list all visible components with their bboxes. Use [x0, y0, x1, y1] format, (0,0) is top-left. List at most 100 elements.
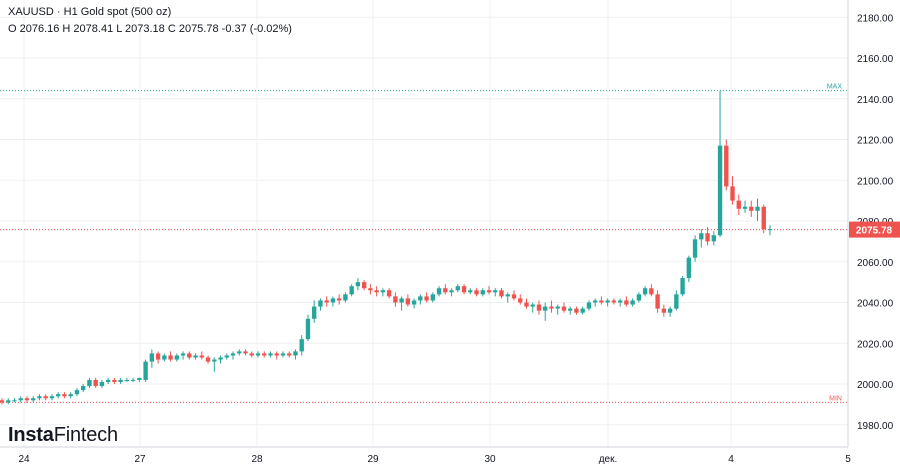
- candle-body: [761, 206, 766, 230]
- candle-body: [130, 379, 136, 381]
- candle-body: [592, 300, 598, 303]
- candle-body: [299, 339, 304, 352]
- x-tick-label: 4: [728, 454, 734, 465]
- candle-body: [293, 351, 298, 356]
- candle-body: [674, 294, 679, 309]
- reference-lines: MAX MIN: [0, 84, 848, 403]
- candle-body: [568, 308, 573, 311]
- candle-body: [705, 233, 710, 242]
- candle-body: [124, 379, 130, 381]
- x-tick-label: 27: [134, 454, 146, 465]
- candle-body: [536, 304, 542, 311]
- candle-body: [149, 353, 155, 362]
- candle-body: [87, 379, 92, 387]
- candle-body: [24, 398, 30, 401]
- candle-body: [37, 396, 42, 399]
- candle-body: [530, 304, 535, 307]
- candle-body: [368, 288, 373, 291]
- max-label: MAX: [827, 84, 843, 91]
- candle-body: [617, 300, 623, 303]
- candle-body: [80, 386, 86, 391]
- candle-body: [543, 306, 548, 311]
- candle-body: [611, 300, 617, 303]
- candle-body: [49, 396, 55, 399]
- candle-body: [493, 290, 498, 293]
- candle-body: [667, 308, 673, 313]
- candle-body: [605, 300, 610, 303]
- ohlc-readout: O 2076.16 H 2078.41 L 2073.18 C 2075.78 …: [8, 23, 292, 35]
- candle-body: [736, 200, 741, 209]
- candle-body: [449, 290, 454, 293]
- candle-body: [424, 296, 429, 301]
- candle-body: [280, 353, 286, 356]
- instafintech-logo: InstaFintech: [8, 424, 118, 446]
- candle-body: [505, 294, 510, 297]
- y-tick-label: 2120.00: [857, 136, 894, 147]
- candle-body: [418, 296, 423, 301]
- x-tick-label: 30: [484, 454, 496, 465]
- instrument-description: Gold spot (500 oz): [80, 6, 172, 18]
- candle-body: [480, 290, 485, 295]
- candle-body: [93, 379, 98, 387]
- candle-body: [0, 400, 5, 403]
- min-label: MIN: [829, 395, 842, 402]
- candle-body: [468, 290, 473, 293]
- candle-body: [249, 353, 254, 356]
- candle-body: [105, 379, 111, 382]
- candle-body: [655, 294, 660, 309]
- candle-body: [430, 294, 436, 301]
- candle-body: [380, 290, 386, 293]
- candle-body: [205, 357, 211, 362]
- candle-body: [56, 394, 61, 397]
- candle-body: [680, 278, 685, 295]
- last-price-tag: [849, 221, 900, 238]
- y-tick-label: 2100.00: [857, 176, 894, 187]
- candle-body: [692, 239, 698, 258]
- y-tick-label: 2040.00: [857, 299, 894, 310]
- candle-body: [243, 351, 248, 354]
- candle-body: [580, 308, 585, 313]
- candle-body: [699, 233, 704, 240]
- candle-body: [393, 296, 398, 303]
- grid: [0, 0, 849, 447]
- candle-body: [287, 353, 292, 356]
- x-tick-label: 24: [18, 454, 30, 465]
- candle-body: [230, 353, 236, 356]
- y-tick-label: 2020.00: [857, 339, 894, 350]
- candle-body: [649, 288, 654, 295]
- candle-body: [561, 306, 567, 311]
- symbol-label: XAUUSD: [8, 6, 54, 18]
- candle-body: [193, 355, 198, 358]
- chart-title: XAUUSD · H1 Gold spot (500 oz): [8, 6, 171, 18]
- candle-body: [6, 400, 11, 403]
- candle-body: [199, 355, 204, 358]
- candle-body: [68, 394, 73, 397]
- candle-body: [586, 302, 592, 309]
- candle-body: [224, 355, 229, 358]
- last-price-value: 2075.78: [856, 226, 893, 237]
- candle-body: [274, 353, 279, 356]
- candle-body: [74, 390, 80, 395]
- y-tick-label: 2160.00: [857, 54, 894, 65]
- y-tick-label: 2060.00: [857, 258, 894, 269]
- candle-body: [112, 379, 117, 382]
- candle-body: [180, 353, 186, 356]
- y-tick-label: 2000.00: [857, 380, 894, 391]
- candle-body: [742, 206, 748, 209]
- candle-body: [555, 306, 560, 309]
- candle-body: [461, 286, 467, 293]
- candle-body: [62, 394, 67, 397]
- x-tick-label: дек.: [599, 454, 618, 465]
- candle-body: [374, 290, 379, 293]
- candle-body: [661, 308, 667, 313]
- candle-body: [218, 357, 223, 360]
- candle-body: [318, 300, 323, 307]
- candle-body: [99, 381, 105, 387]
- timeframe-label: H1: [63, 6, 78, 18]
- candle-body: [717, 145, 723, 236]
- candle-body: [524, 302, 529, 307]
- x-tick-label: 29: [367, 454, 379, 465]
- candle-body: [399, 298, 404, 303]
